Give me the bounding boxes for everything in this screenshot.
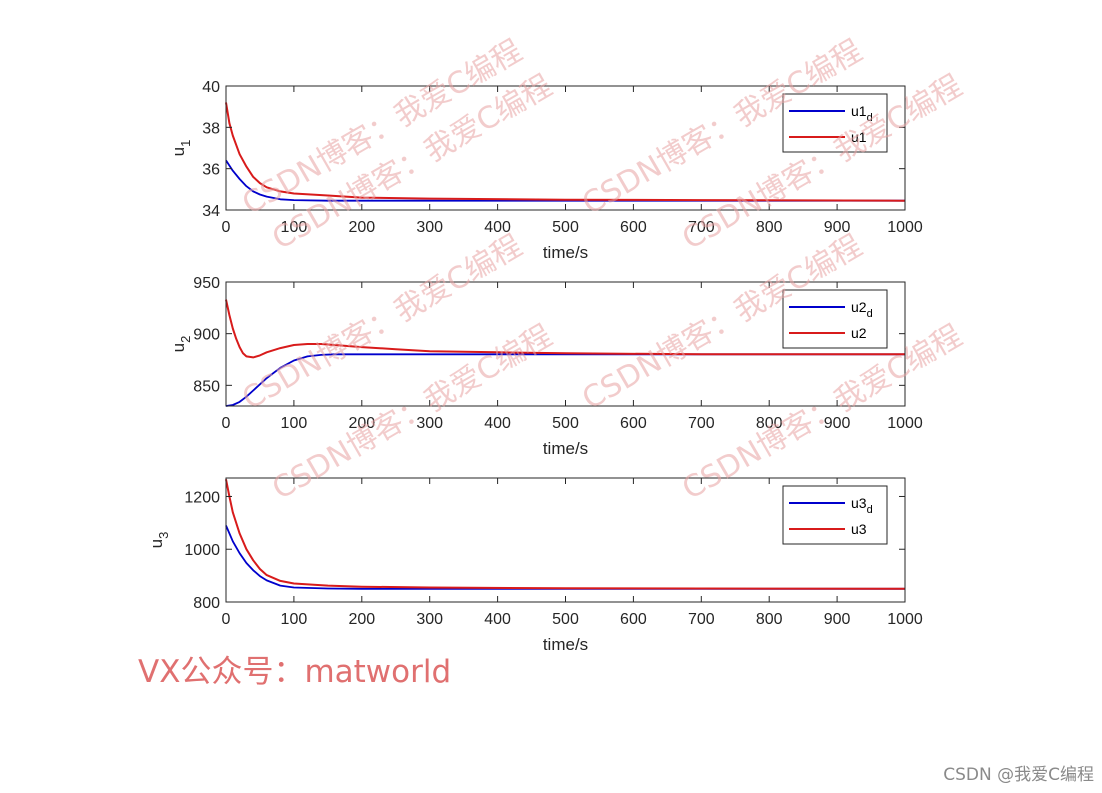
x-tick-label: 300 (416, 415, 443, 432)
x-tick-label: 900 (824, 611, 851, 628)
series-line-u2 (225, 299, 905, 359)
y-tick-label: 900 (193, 327, 220, 344)
y-tick-label: 1000 (184, 542, 220, 559)
legend-box (782, 289, 888, 349)
legend-entry: u1d (851, 103, 873, 124)
x-tick-label: 1000 (887, 415, 923, 432)
x-tick-label: 200 (348, 611, 375, 628)
y-tick-label: 1200 (184, 489, 220, 506)
x-axis-label: time/s (543, 439, 588, 458)
x-tick-label: 500 (552, 611, 579, 628)
y-tick-label: 800 (193, 595, 220, 612)
series-line-u3 (225, 479, 906, 590)
x-tick-label: 700 (688, 415, 715, 432)
x-tick-label: 300 (416, 611, 443, 628)
x-axis-label: time/s (543, 635, 588, 654)
legend-entry: u2d (851, 299, 873, 320)
x-tick-label: 100 (281, 219, 308, 236)
x-tick-label: 300 (416, 219, 443, 236)
x-tick-label: 800 (756, 415, 783, 432)
series-line-u2-d (225, 353, 905, 407)
y-tick-label: 950 (193, 275, 220, 292)
x-tick-label: 700 (688, 219, 715, 236)
vx-watermark: VX公众号：matworld (138, 654, 452, 690)
x-tick-label: 900 (824, 415, 851, 432)
y-axis-label: u3 (147, 532, 171, 549)
subplot-2: 0 100 200 300 400 500 600 700 800 900 1000 850 900 95… (169, 275, 923, 458)
x-axis-label: time/s (543, 243, 588, 262)
subplot-3: 0 100 200 300 400 500 600 700 800 900 1000 800 1000 1… (147, 477, 923, 654)
y-axis-label: u1 (169, 140, 193, 157)
series-line-u1 (225, 102, 906, 202)
y-tick-label: 36 (202, 162, 220, 179)
x-tick-label: 100 (281, 611, 308, 628)
subplot-1: 0 100 200 300 400 500 600 700 800 900 1000 34 36 38 40… (169, 79, 923, 262)
x-tick-label: 1000 (887, 611, 923, 628)
x-tick-label: 600 (620, 611, 647, 628)
x-tick-label: 900 (824, 219, 851, 236)
x-tick-label: 200 (348, 415, 375, 432)
legend-box (782, 93, 888, 153)
legend-entry: u2 (851, 325, 867, 341)
x-tick-label: 800 (756, 611, 783, 628)
x-tick-label: 500 (552, 219, 579, 236)
x-tick-label: 800 (756, 219, 783, 236)
y-tick-label: 34 (202, 203, 220, 220)
x-tick-label: 700 (688, 611, 715, 628)
x-tick-label: 400 (484, 415, 511, 432)
y-axis-label: u2 (169, 336, 193, 353)
x-tick-label: 0 (222, 611, 231, 628)
y-tick-label: 40 (202, 79, 220, 96)
x-tick-label: 400 (484, 219, 511, 236)
x-tick-label: 200 (348, 219, 375, 236)
legend-entry: u1 (851, 129, 867, 145)
legend-entry: u3 (851, 521, 867, 537)
x-tick-label: 0 (222, 415, 231, 432)
x-tick-label: 500 (552, 415, 579, 432)
x-tick-label: 100 (281, 415, 308, 432)
x-tick-label: 600 (620, 415, 647, 432)
x-tick-label: 400 (484, 611, 511, 628)
x-tick-label: 0 (222, 219, 231, 236)
y-tick-label: 850 (193, 378, 220, 395)
csdn-credit: CSDN @我爱C编程 (943, 765, 1094, 785)
y-tick-label: 38 (202, 120, 220, 137)
series-line-u1-d (225, 159, 905, 202)
x-tick-label: 1000 (887, 219, 923, 236)
x-tick-label: 600 (620, 219, 647, 236)
legend-entry: u3d (851, 495, 873, 516)
legend-box (782, 485, 888, 545)
